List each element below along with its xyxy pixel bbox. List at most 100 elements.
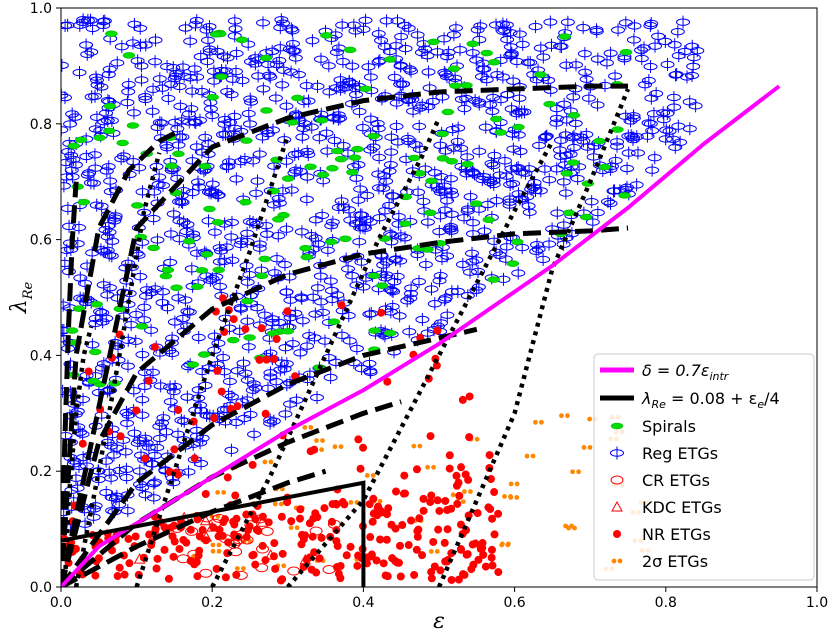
reg-etgs-point bbox=[343, 213, 358, 227]
reg-etgs-point bbox=[319, 126, 334, 140]
reg-etgs-point bbox=[467, 167, 482, 181]
reg-etgs-point bbox=[306, 290, 321, 304]
reg-etgs-point bbox=[86, 176, 101, 190]
reg-etgs-point bbox=[229, 46, 244, 60]
nr-etgs-point bbox=[340, 500, 349, 509]
reg-etgs-point bbox=[682, 122, 697, 136]
spirals-point bbox=[593, 137, 606, 145]
spirals-point bbox=[487, 59, 501, 66]
reg-etgs-point bbox=[104, 249, 119, 263]
reg-etgs-point bbox=[676, 15, 691, 29]
reg-etgs-point bbox=[245, 383, 260, 397]
nr-etgs-point bbox=[270, 539, 279, 548]
nr-etgs-point bbox=[377, 508, 386, 517]
x-tick-label: 0.2 bbox=[201, 595, 223, 611]
reg-etgs-point bbox=[671, 119, 686, 133]
2sigma-etgs-point bbox=[210, 542, 222, 548]
reg-etgs-point bbox=[84, 45, 99, 59]
reg-etgs-point bbox=[130, 436, 145, 450]
reg-etgs-point bbox=[646, 107, 661, 121]
reg-etgs-point bbox=[349, 88, 364, 102]
reg-etgs-point bbox=[134, 73, 149, 87]
nr-etgs-point bbox=[454, 478, 463, 487]
reg-etgs-point bbox=[224, 215, 239, 229]
reg-etgs-point bbox=[549, 112, 564, 126]
y-tick-label: 1.0 bbox=[30, 1, 52, 17]
nr-etgs-point bbox=[452, 471, 461, 480]
spirals-point bbox=[281, 175, 295, 182]
legend-entry-reg-etgs: Reg ETGs bbox=[610, 444, 718, 463]
reg-etgs-point bbox=[513, 144, 528, 158]
nr-etgs-point bbox=[445, 464, 454, 473]
reg-etgs-point bbox=[150, 441, 165, 455]
spirals-point bbox=[480, 49, 493, 57]
reg-etgs-point bbox=[185, 84, 200, 98]
reg-etgs-point bbox=[327, 133, 342, 147]
legend-label: NR ETGs bbox=[642, 525, 711, 544]
reg-etgs-point bbox=[241, 340, 256, 354]
nr-etgs-point bbox=[272, 335, 281, 344]
spirals-point bbox=[436, 130, 449, 138]
kdc-etgs-point bbox=[206, 521, 218, 532]
reg-etgs-point bbox=[446, 28, 461, 42]
legend-label: CR ETGs bbox=[642, 471, 710, 490]
reg-etgs-point bbox=[610, 135, 625, 149]
reg-etgs-point bbox=[382, 44, 397, 58]
reg-etgs-point bbox=[354, 362, 369, 376]
reg-etgs-point bbox=[578, 65, 593, 79]
nr-etgs-point bbox=[490, 488, 499, 497]
reg-etgs-point bbox=[279, 222, 294, 236]
nr-etgs-point bbox=[336, 574, 345, 583]
reg-etgs-point bbox=[523, 56, 538, 70]
reg-etgs-point bbox=[396, 77, 411, 91]
reg-etgs-point bbox=[191, 330, 206, 344]
nr-etgs-point bbox=[241, 325, 250, 334]
spirals-point bbox=[315, 117, 329, 124]
reg-etgs-point bbox=[85, 21, 100, 35]
reg-etgs-point bbox=[644, 16, 659, 30]
spirals-point bbox=[351, 145, 364, 153]
reg-etgs-point bbox=[554, 39, 569, 53]
spirals-point bbox=[512, 123, 525, 131]
reg-etgs-point bbox=[487, 148, 502, 162]
reg-etgs-point bbox=[202, 20, 217, 34]
reg-etgs-point bbox=[174, 114, 189, 128]
reg-etgs-point bbox=[538, 131, 553, 145]
reg-etgs-point bbox=[626, 33, 641, 47]
reg-etgs-point bbox=[389, 96, 404, 110]
spirals-point bbox=[611, 126, 624, 133]
reg-etgs-point bbox=[334, 328, 349, 342]
reg-etgs-point bbox=[200, 54, 215, 68]
reg-etgs-point bbox=[515, 37, 530, 51]
reg-etgs-point bbox=[248, 381, 263, 395]
reg-etgs-point bbox=[118, 445, 133, 459]
reg-etgs-point bbox=[300, 339, 315, 353]
reg-etgs-point bbox=[455, 257, 470, 271]
nr-etgs-point bbox=[398, 521, 407, 530]
reg-etgs-point bbox=[310, 281, 325, 295]
nr-etgs-point bbox=[115, 563, 124, 572]
reg-etgs-point bbox=[641, 74, 656, 88]
spirals-point bbox=[460, 82, 473, 89]
reg-etgs-point bbox=[205, 272, 220, 286]
nr-etgs-point bbox=[298, 530, 307, 539]
reg-etgs-point bbox=[126, 106, 141, 120]
reg-etgs-point bbox=[130, 54, 145, 68]
cr-etgs-point bbox=[234, 570, 248, 580]
reg-etgs-point bbox=[99, 164, 114, 178]
reg-etgs-point bbox=[353, 182, 368, 196]
y-tick-label: 0.0 bbox=[30, 580, 52, 596]
nr-etgs-point bbox=[474, 555, 483, 564]
reg-etgs-point bbox=[233, 301, 248, 315]
legend-box bbox=[593, 353, 815, 581]
nr-etgs-point bbox=[164, 574, 173, 583]
dashed-line-6 bbox=[61, 399, 402, 587]
reg-etgs-point bbox=[145, 365, 160, 379]
reg-etgs-point bbox=[262, 68, 277, 82]
nr-etgs-point bbox=[242, 510, 251, 519]
reg-etgs-point bbox=[180, 390, 195, 404]
reg-etgs-point bbox=[148, 33, 163, 47]
reg-etgs-point bbox=[163, 380, 178, 394]
reg-etgs-point bbox=[581, 91, 596, 105]
reg-etgs-point bbox=[240, 314, 255, 328]
